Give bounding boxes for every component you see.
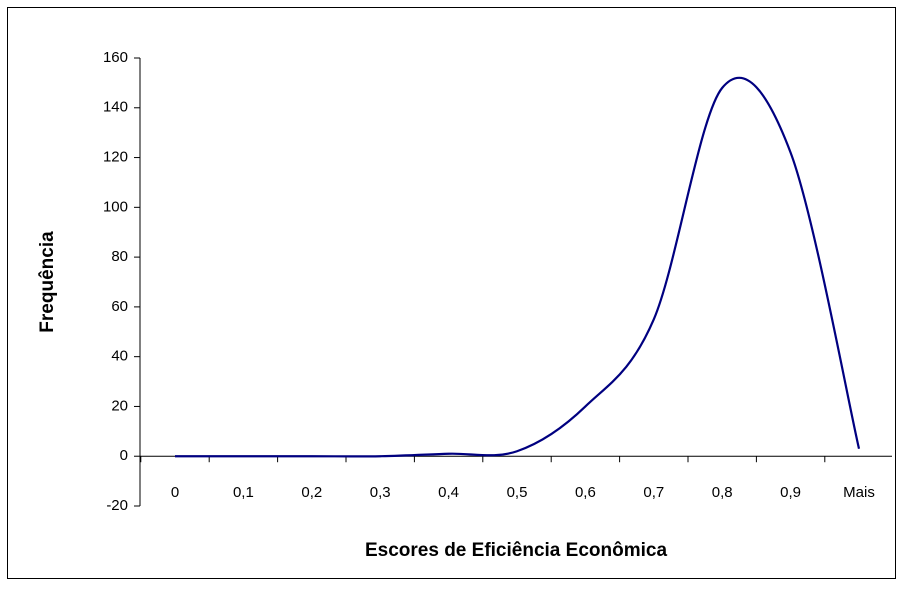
x-tick-label: 0,2: [301, 484, 322, 501]
x-tick-label: 0,1: [233, 484, 254, 501]
x-tick-label: 0,9: [780, 484, 801, 501]
y-tick-label: 140: [103, 99, 128, 116]
x-tick-label: 0: [171, 484, 179, 501]
x-tick-label: 0,8: [712, 484, 733, 501]
y-tick-label: 160: [103, 49, 128, 66]
chart-border: [7, 7, 896, 579]
y-tick-label: 0: [120, 447, 128, 464]
y-tick-label: 60: [111, 298, 128, 315]
x-tick-label: 0,4: [438, 484, 459, 501]
x-tick-label: 0,6: [575, 484, 596, 501]
x-tick-label: 0,3: [370, 484, 391, 501]
line-series: [175, 76, 861, 458]
y-tick-label: 80: [111, 248, 128, 265]
y-tick-label: 100: [103, 198, 128, 215]
x-tick-label: Mais: [843, 484, 875, 501]
x-tick-label: 0,7: [643, 484, 664, 501]
y-tick-label: 40: [111, 348, 128, 365]
x-tick-label: 0,5: [507, 484, 528, 501]
y-tick-label: 20: [111, 397, 128, 414]
y-tick-label: 120: [103, 149, 128, 166]
x-axis-title: Escores de Eficiência Econômica: [365, 540, 667, 561]
y-axis-title: Frequência: [37, 231, 58, 333]
y-tick-label: -20: [106, 497, 128, 514]
